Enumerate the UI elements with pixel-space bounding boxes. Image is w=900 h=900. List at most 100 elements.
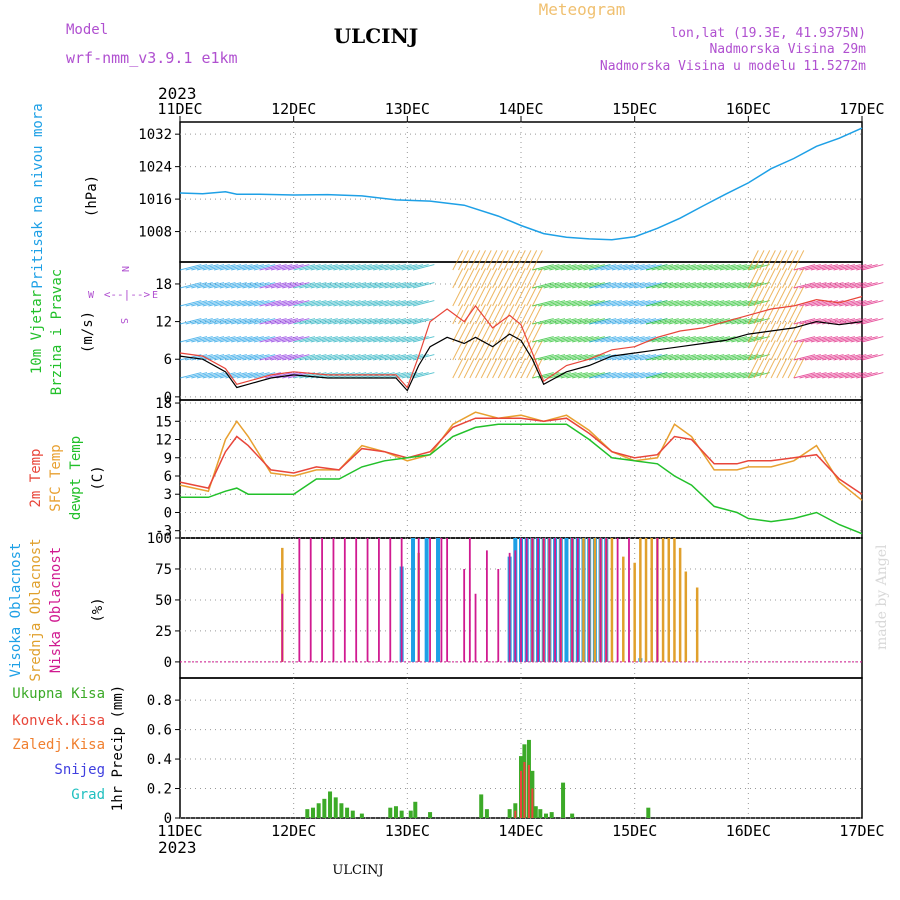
wind-barb: [554, 354, 577, 361]
wind-barb: [793, 358, 805, 379]
wind-barb: [259, 300, 282, 307]
wind-barb: [747, 268, 759, 289]
wind-barb: [310, 282, 333, 289]
wind-barb: [390, 354, 412, 361]
wind-barb: [770, 268, 782, 289]
wind-barb: [458, 322, 469, 343]
y-tick-label: 0: [164, 505, 172, 521]
wind-barb: [339, 336, 361, 343]
wind-barb: [480, 250, 492, 271]
precip-total-bar: [428, 812, 433, 818]
wind-barb: [799, 264, 821, 271]
wind-barb: [469, 304, 481, 325]
pressure-line: [179, 127, 863, 241]
wind-barb: [827, 336, 850, 343]
wind-barb: [202, 318, 225, 325]
wind-barb: [554, 336, 577, 343]
wind-barb: [617, 372, 640, 379]
wind-barb: [333, 318, 355, 325]
wind-barb: [856, 372, 878, 379]
wind-barb: [497, 322, 509, 343]
wind-barb: [776, 250, 788, 271]
wind-barb: [327, 336, 350, 343]
wind-barb: [680, 318, 702, 325]
precip-conv-bar: [531, 788, 534, 818]
wind-barb: [691, 318, 713, 325]
wind-barb: [384, 354, 407, 361]
wind-barb: [531, 322, 543, 343]
wind-barb: [191, 318, 213, 325]
wind-barb: [583, 282, 605, 289]
wind-barb: [764, 358, 776, 379]
wind-barb: [367, 264, 389, 271]
precip-ylabel: 1hr Precip (mm): [110, 685, 126, 811]
wind-barb: [748, 372, 770, 379]
wind-barb: [304, 336, 327, 343]
precip-legend-snow: Snijeg: [54, 762, 105, 778]
wind-barb: [572, 318, 594, 325]
wind-barb: [747, 340, 759, 361]
wind-barb: [497, 358, 509, 379]
wind-barb: [202, 354, 225, 361]
wind-barb: [287, 354, 310, 361]
compass-arrow: <--|-->: [104, 288, 151, 301]
wind-barb: [600, 264, 623, 271]
wind-barb: [452, 250, 464, 271]
wind-barb: [373, 336, 395, 343]
wind-barb: [651, 300, 674, 307]
wind-barb: [299, 282, 321, 289]
wind-barb: [787, 268, 799, 289]
wind-barb: [776, 358, 788, 379]
wind-barb: [253, 264, 276, 271]
wind-barb: [526, 358, 538, 379]
wind-barb: [395, 264, 418, 271]
wind-barb: [725, 372, 748, 379]
wind-barb: [543, 318, 566, 325]
wind-barb: [412, 264, 435, 271]
wind-barb: [486, 286, 498, 307]
precip-total-bar: [328, 791, 333, 818]
wind-barb: [248, 264, 270, 271]
wind-barb: [219, 300, 242, 307]
wind-barb: [407, 318, 429, 325]
wind-mean-line: [179, 320, 863, 392]
wind-barb: [543, 372, 566, 379]
wind-barb: [645, 354, 668, 361]
wind-barb: [606, 354, 628, 361]
wind-barb: [714, 264, 736, 271]
wind-barb: [458, 304, 469, 325]
time-label-top: 17DEC: [839, 100, 884, 118]
cloud-label-mid: Srednja Oblacnost: [28, 538, 44, 681]
y-tick-label: 18: [155, 277, 172, 293]
wind-barb: [356, 336, 378, 343]
y-tick-label: 9: [164, 451, 172, 467]
wind-barb: [373, 318, 395, 325]
wind-barb: [770, 358, 782, 379]
y-tick-label: 15: [155, 414, 172, 430]
wind-barb: [668, 300, 691, 307]
model-elevation-label: Nadmorska Visina u modelu 11.5272m: [600, 59, 866, 74]
wind-barb: [333, 336, 355, 343]
wind-barb: [282, 354, 304, 361]
wind-barb: [736, 336, 759, 343]
wind-barb: [356, 354, 378, 361]
wind-barb: [708, 336, 730, 343]
wind-barb: [185, 300, 208, 307]
wind-barb: [617, 264, 640, 271]
wind-barb: [395, 318, 418, 325]
wind-barb: [503, 304, 515, 325]
wind-barb: [248, 372, 270, 379]
wind-label-1: 10m Vjetar: [29, 290, 45, 374]
wind-barb: [816, 282, 838, 289]
wind-barb: [781, 340, 793, 361]
pressure-unit: (hPa): [84, 175, 100, 217]
wind-barb: [731, 282, 753, 289]
y-tick-label: 0: [164, 390, 172, 406]
wind-barb: [554, 264, 577, 271]
wind-barb: [452, 286, 464, 307]
wind-barb: [793, 264, 816, 271]
wind-barb: [514, 340, 526, 361]
wind-barb: [747, 358, 759, 379]
wind-barb: [583, 300, 605, 307]
wind-barb: [748, 318, 770, 325]
